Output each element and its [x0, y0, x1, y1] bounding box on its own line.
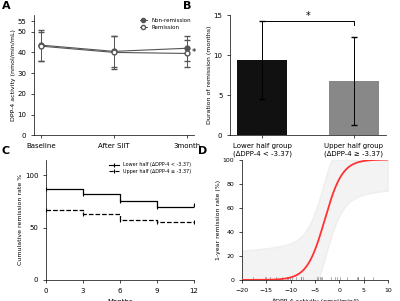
Legend: Lower half (∆DPP-4 < -3.37), Upper half (∆DPP-4 ≥ -3.37): Lower half (∆DPP-4 < -3.37), Upper half …	[109, 162, 192, 174]
Text: *: *	[306, 11, 310, 21]
Text: C: C	[2, 145, 10, 156]
Text: A: A	[2, 1, 11, 11]
Legend: Non-remission, Remission: Non-remission, Remission	[139, 18, 191, 31]
Text: B: B	[183, 1, 192, 11]
Text: D: D	[198, 145, 208, 156]
Y-axis label: DPP-4 activity (nmol/min/mL): DPP-4 activity (nmol/min/mL)	[11, 29, 16, 121]
X-axis label: ∆DPP-4 activity (nmol/min/l): ∆DPP-4 activity (nmol/min/l)	[271, 298, 359, 301]
Text: *: *	[192, 48, 196, 57]
Y-axis label: Cumulative remission rate %: Cumulative remission rate %	[18, 174, 24, 265]
Bar	[328, 81, 379, 135]
Bar	[237, 60, 288, 135]
Y-axis label: 1-year remission rate (%): 1-year remission rate (%)	[216, 180, 221, 260]
X-axis label: Months: Months	[107, 299, 133, 301]
Y-axis label: Duration of remission (months): Duration of remission (months)	[207, 26, 212, 124]
